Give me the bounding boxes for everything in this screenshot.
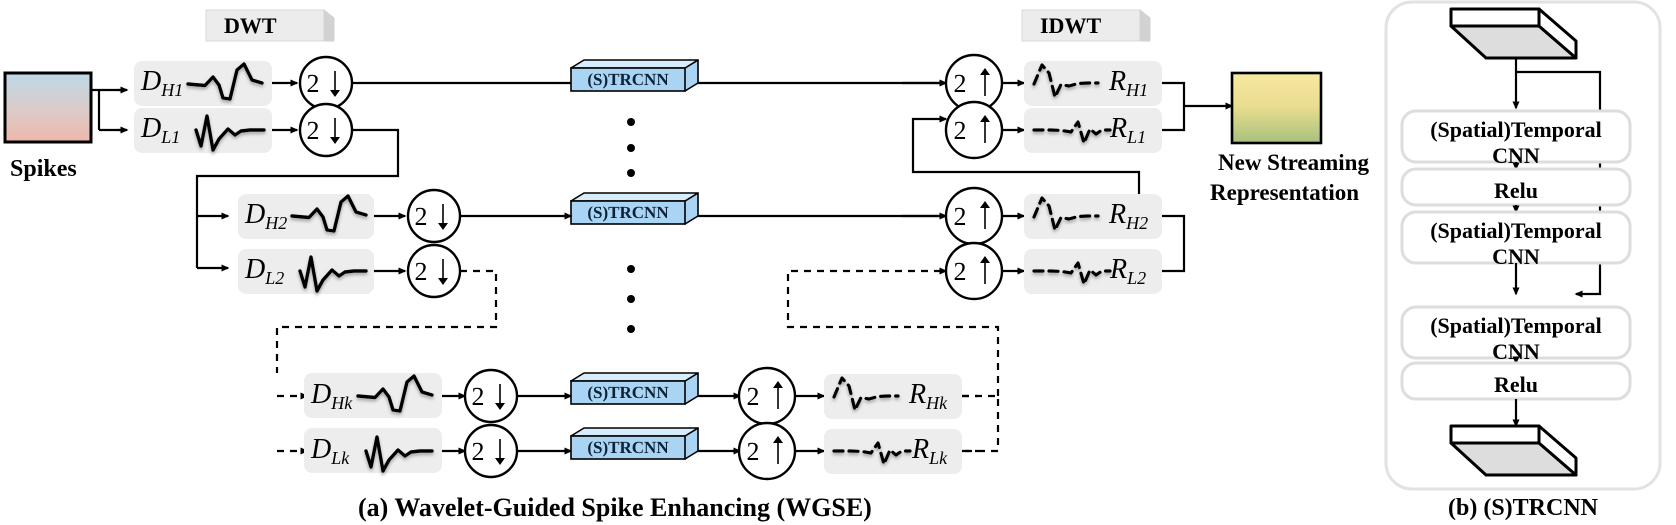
svg-text:2: 2 (954, 69, 967, 98)
svg-text:2: 2 (472, 437, 485, 466)
svg-text:2: 2 (954, 257, 967, 286)
svg-text:(S)TRCNN: (S)TRCNN (587, 70, 669, 89)
svg-text:2: 2 (954, 116, 967, 145)
svg-text:(S)TRCNN: (S)TRCNN (587, 438, 669, 457)
svg-text:2: 2 (747, 437, 760, 466)
svg-text:2: 2 (307, 69, 320, 98)
svg-text:2: 2 (472, 382, 485, 411)
svg-text:2: 2 (954, 202, 967, 231)
svg-text:2: 2 (415, 202, 428, 231)
svg-text:2: 2 (307, 116, 320, 145)
svg-text:(S)TRCNN: (S)TRCNN (587, 383, 669, 402)
svg-text:2: 2 (747, 382, 760, 411)
svg-text:(S)TRCNN: (S)TRCNN (587, 203, 669, 222)
svg-text:2: 2 (415, 257, 428, 286)
